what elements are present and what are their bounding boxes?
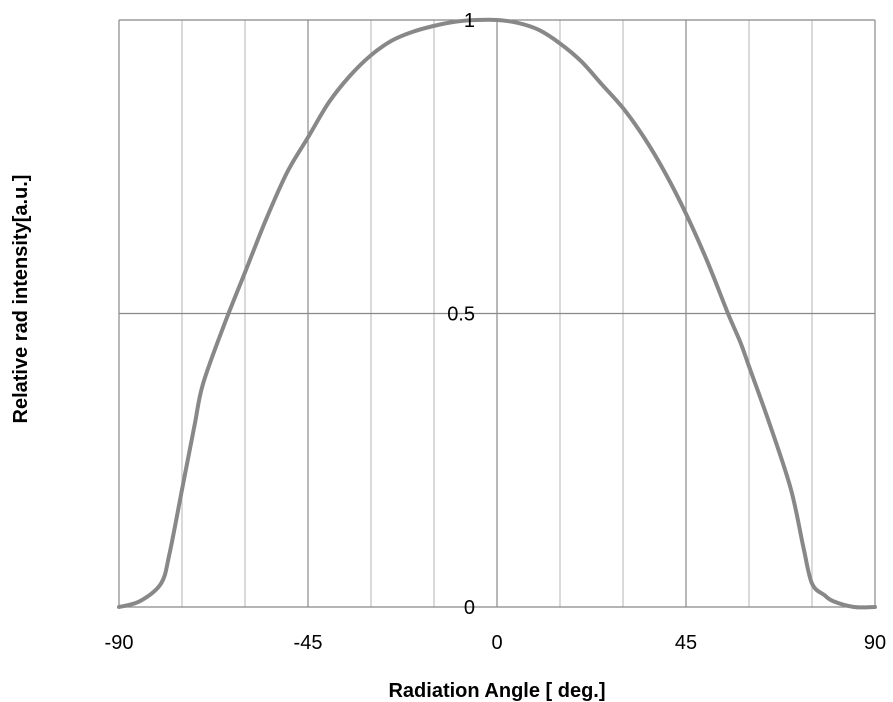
x-tick-labels: -90 -45 0 45 90 (105, 632, 887, 654)
series-layer (117, 17, 877, 610)
y-tick-label: 0.5 (447, 304, 475, 326)
y-axis-title: Relative rad intensity[a.u.] (10, 175, 32, 424)
x-tick-label: -90 (105, 632, 134, 654)
series-line-0 (117, 17, 877, 610)
y-tick-labels: 00.51 (447, 10, 475, 619)
x-tick-label: 45 (675, 632, 697, 654)
x-tick-label: 90 (864, 632, 886, 654)
y-tick-label: 1 (464, 10, 475, 32)
gridlines (118, 19, 876, 608)
x-tick-label: 0 (491, 632, 502, 654)
x-axis-title: Radiation Angle [ deg.] (388, 680, 605, 702)
x-tick-label: -45 (294, 632, 323, 654)
y-tick-label: 0 (464, 597, 475, 619)
